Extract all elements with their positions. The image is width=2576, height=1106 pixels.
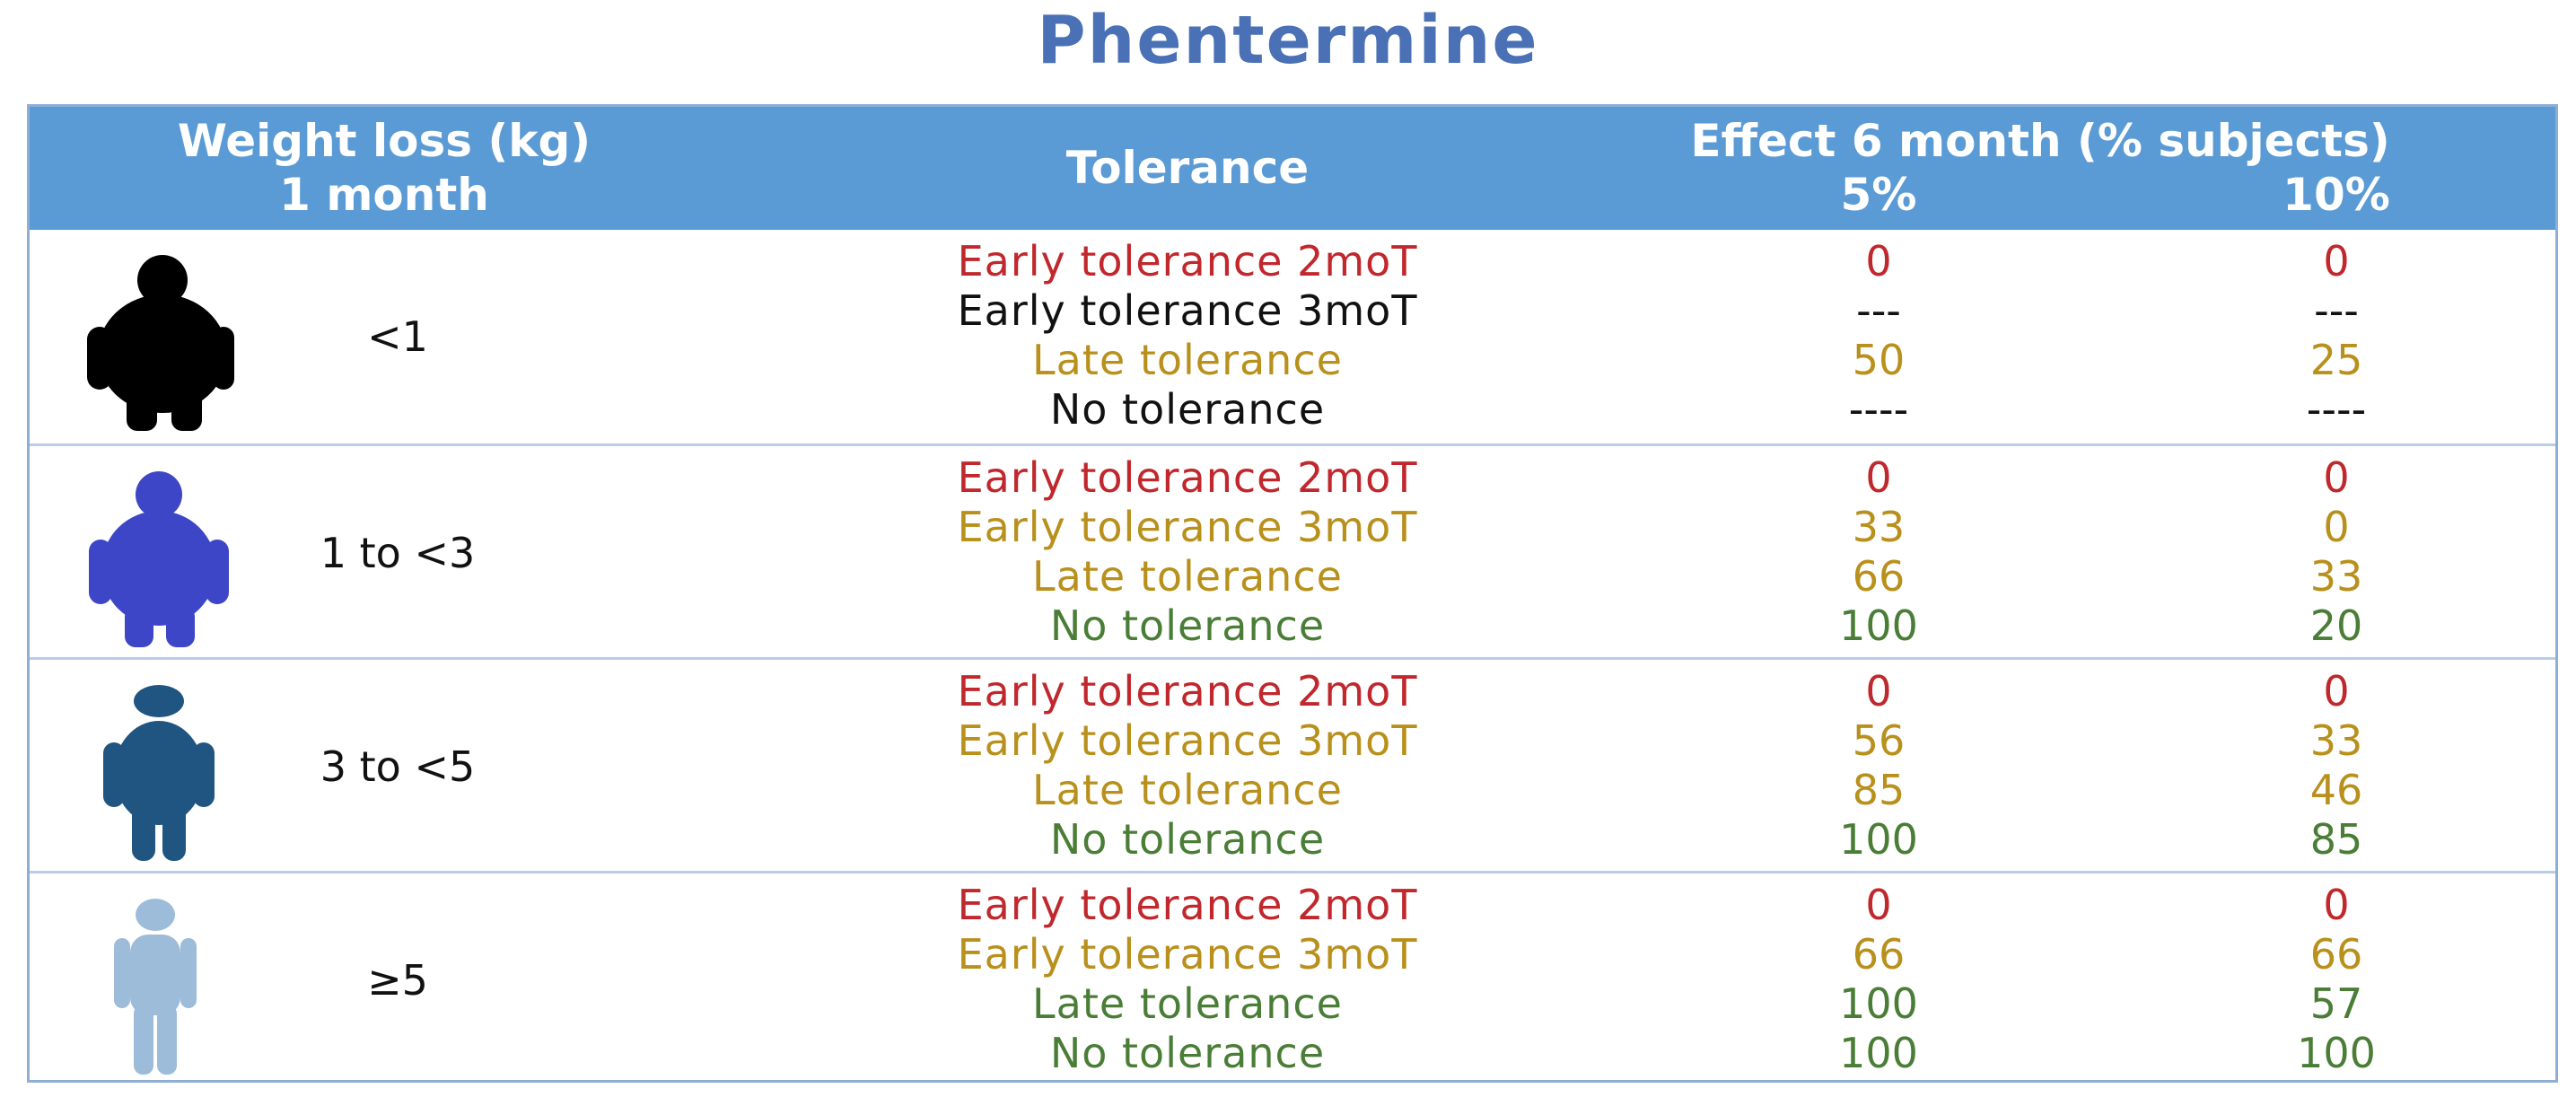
table-row: Early tolerance 2moT 0 0 — [30, 667, 2555, 716]
value-10-percent: 85 — [2309, 815, 2363, 864]
tolerance-label: Early tolerance 2moT — [957, 237, 1418, 285]
value-10-percent: 100 — [2297, 1029, 2376, 1077]
tolerance-label: No tolerance — [1049, 1029, 1326, 1077]
table-row: Late tolerance 50 25 — [30, 336, 2555, 385]
value-5-percent: 0 — [1865, 881, 1892, 929]
weight-label: <1 — [367, 312, 428, 361]
obese-person-icon — [87, 255, 234, 431]
tolerance-label: Early tolerance 2moT — [957, 881, 1418, 929]
value-5-percent: 0 — [1865, 453, 1892, 502]
tolerance-label: Early tolerance 3moT — [957, 503, 1418, 551]
table-row: Late tolerance 100 57 — [30, 979, 2555, 1029]
weight-group-gte5: ≥5 Early tolerance 2moT 0 0 Early tolera… — [30, 871, 2555, 1084]
value-5-percent: 56 — [1852, 716, 1906, 765]
value-10-percent: 33 — [2309, 552, 2363, 601]
value-10-percent: 33 — [2309, 716, 2363, 765]
value-5-percent: 33 — [1852, 503, 1906, 551]
value-10-percent: 0 — [2323, 881, 2350, 929]
header-effect: Effect 6 month (% subjects) — [1690, 115, 2390, 167]
table-row: Early tolerance 2moT 0 0 — [30, 237, 2555, 286]
table-row: Early tolerance 3moT 56 33 — [30, 716, 2555, 766]
table-row: Late tolerance 66 33 — [30, 552, 2555, 601]
header-tolerance: Tolerance — [1065, 142, 1310, 194]
value-5-percent: 100 — [1839, 601, 1918, 650]
value-5-percent: 85 — [1852, 766, 1906, 814]
weight-group-lt1: <1 Early tolerance 2moT 0 0 Early tolera… — [30, 230, 2555, 443]
table-row: Early tolerance 3moT --- --- — [30, 286, 2555, 336]
value-10-percent: 0 — [2323, 453, 2350, 502]
header-10-percent: 10% — [2282, 169, 2390, 221]
table-row: Early tolerance 2moT 0 0 — [30, 453, 2555, 503]
weight-label: 1 to <3 — [320, 529, 476, 577]
tolerance-label: No tolerance — [1049, 601, 1326, 650]
value-5-percent: ---- — [1848, 385, 1909, 434]
table-row: No tolerance 100 100 — [30, 1029, 2555, 1078]
value-10-percent: 0 — [2323, 667, 2350, 715]
header-weight-line2: 1 month — [279, 169, 489, 221]
tolerance-label: Late tolerance — [1032, 336, 1343, 384]
value-5-percent: 100 — [1839, 815, 1918, 864]
tolerance-label: Early tolerance 2moT — [957, 667, 1418, 715]
value-5-percent: 50 — [1852, 336, 1906, 384]
table-row: No tolerance 100 20 — [30, 601, 2555, 651]
table-header: Weight loss (kg) 1 month Tolerance Effec… — [30, 107, 2555, 230]
weight-label: ≥5 — [367, 956, 428, 1005]
value-5-percent: 66 — [1852, 930, 1906, 979]
tolerance-label: Early tolerance 2moT — [957, 453, 1418, 502]
tolerance-label: Late tolerance — [1032, 552, 1343, 601]
value-10-percent: 57 — [2309, 979, 2363, 1028]
value-5-percent: 0 — [1865, 667, 1892, 715]
value-10-percent: 46 — [2309, 766, 2363, 814]
overweight-person-icon — [89, 471, 229, 647]
weight-group-3-to-5: 3 to <5 Early tolerance 2moT 0 0 Early t… — [30, 657, 2555, 871]
header-weight-loss: Weight loss (kg) 1 month — [30, 114, 739, 222]
weight-label: 3 to <5 — [320, 742, 476, 791]
table-row: Early tolerance 3moT 66 66 — [30, 930, 2555, 979]
value-5-percent: 100 — [1839, 1029, 1918, 1077]
table-row: Early tolerance 2moT 0 0 — [30, 881, 2555, 930]
value-10-percent: 66 — [2309, 930, 2363, 979]
value-5-percent: 0 — [1865, 237, 1892, 285]
value-10-percent: 25 — [2309, 336, 2363, 384]
value-10-percent: 20 — [2309, 601, 2363, 650]
header-weight-line1: Weight loss (kg) — [177, 115, 591, 167]
page-title: Phentermine — [1037, 2, 1539, 79]
table-row: Late tolerance 85 46 — [30, 766, 2555, 815]
header-5-percent: 5% — [1840, 169, 1917, 221]
tolerance-label: Late tolerance — [1032, 979, 1343, 1028]
value-10-percent: ---- — [2306, 385, 2367, 434]
tolerance-label: No tolerance — [1049, 385, 1326, 434]
value-10-percent: 0 — [2323, 237, 2350, 285]
tolerance-label: Late tolerance — [1032, 766, 1343, 814]
weight-group-1-to-3: 1 to <3 Early tolerance 2moT 0 0 Early t… — [30, 443, 2555, 657]
value-5-percent: --- — [1856, 286, 1901, 335]
value-5-percent: 66 — [1852, 552, 1906, 601]
slim-person-icon — [114, 899, 197, 1075]
tolerance-label: Early tolerance 3moT — [957, 716, 1418, 765]
tolerance-label: No tolerance — [1049, 815, 1326, 864]
table-row: No tolerance 100 85 — [30, 815, 2555, 865]
tolerance-label: Early tolerance 3moT — [957, 930, 1418, 979]
tolerance-label: Early tolerance 3moT — [957, 286, 1418, 335]
medium-person-icon — [103, 685, 215, 861]
table-row: Early tolerance 3moT 33 0 — [30, 503, 2555, 552]
value-10-percent: --- — [2314, 286, 2359, 335]
phentermine-table: Weight loss (kg) 1 month Tolerance Effec… — [27, 104, 2558, 1083]
value-5-percent: 100 — [1839, 979, 1918, 1028]
value-10-percent: 0 — [2323, 503, 2350, 551]
table-row: No tolerance ---- ---- — [30, 385, 2555, 434]
